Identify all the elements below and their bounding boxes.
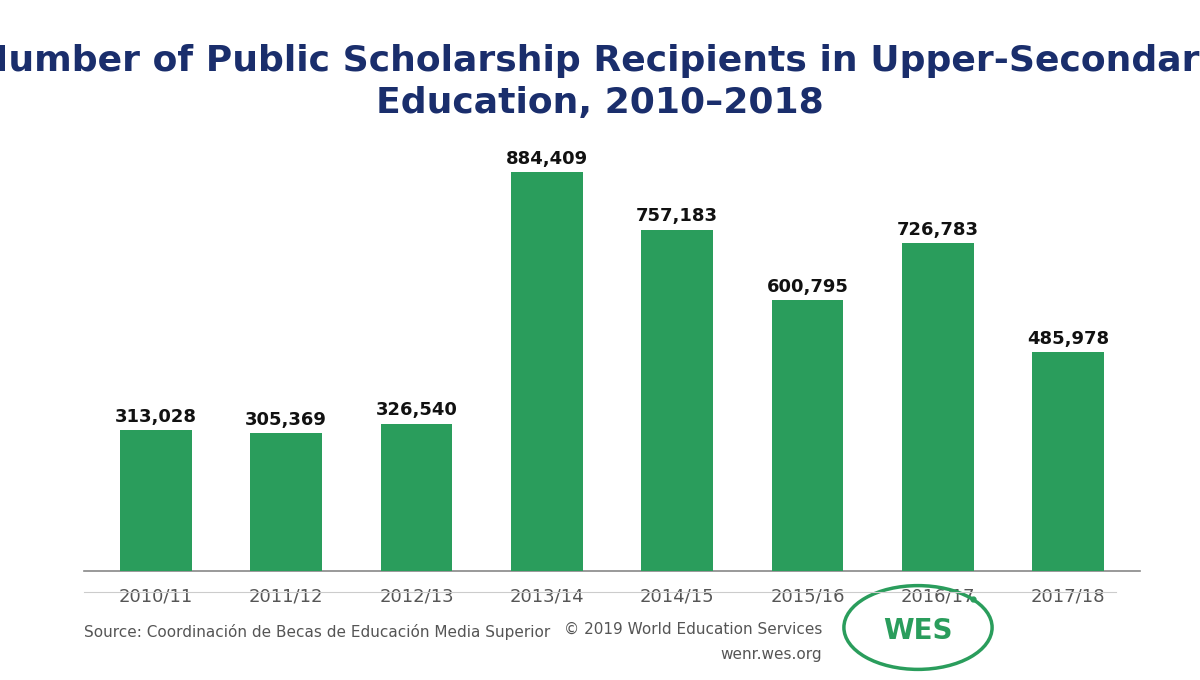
Text: 485,978: 485,978 — [1027, 330, 1109, 347]
Bar — [902, 243, 973, 571]
Bar — [380, 424, 452, 571]
Bar — [1032, 352, 1104, 571]
Text: © 2019 World Education Services: © 2019 World Education Services — [564, 622, 822, 636]
Text: 726,783: 726,783 — [896, 221, 979, 239]
Bar — [641, 230, 713, 571]
Text: 313,028: 313,028 — [115, 407, 197, 426]
Text: 884,409: 884,409 — [505, 150, 588, 168]
Text: Source: Coordinación de Becas de Educación Media Superior: Source: Coordinación de Becas de Educaci… — [84, 624, 551, 641]
Bar — [251, 433, 322, 571]
Text: 326,540: 326,540 — [376, 401, 457, 420]
Text: WES: WES — [883, 617, 953, 645]
Text: Number of Public Scholarship Recipients in Upper-Secondary
Education, 2010–2018: Number of Public Scholarship Recipients … — [0, 44, 1200, 120]
Text: wenr.wes.org: wenr.wes.org — [720, 647, 822, 662]
Text: 600,795: 600,795 — [767, 277, 848, 296]
Text: 757,183: 757,183 — [636, 207, 718, 225]
Bar — [772, 301, 844, 571]
Bar — [120, 430, 192, 571]
Text: 305,369: 305,369 — [245, 411, 328, 429]
Bar — [511, 172, 583, 571]
